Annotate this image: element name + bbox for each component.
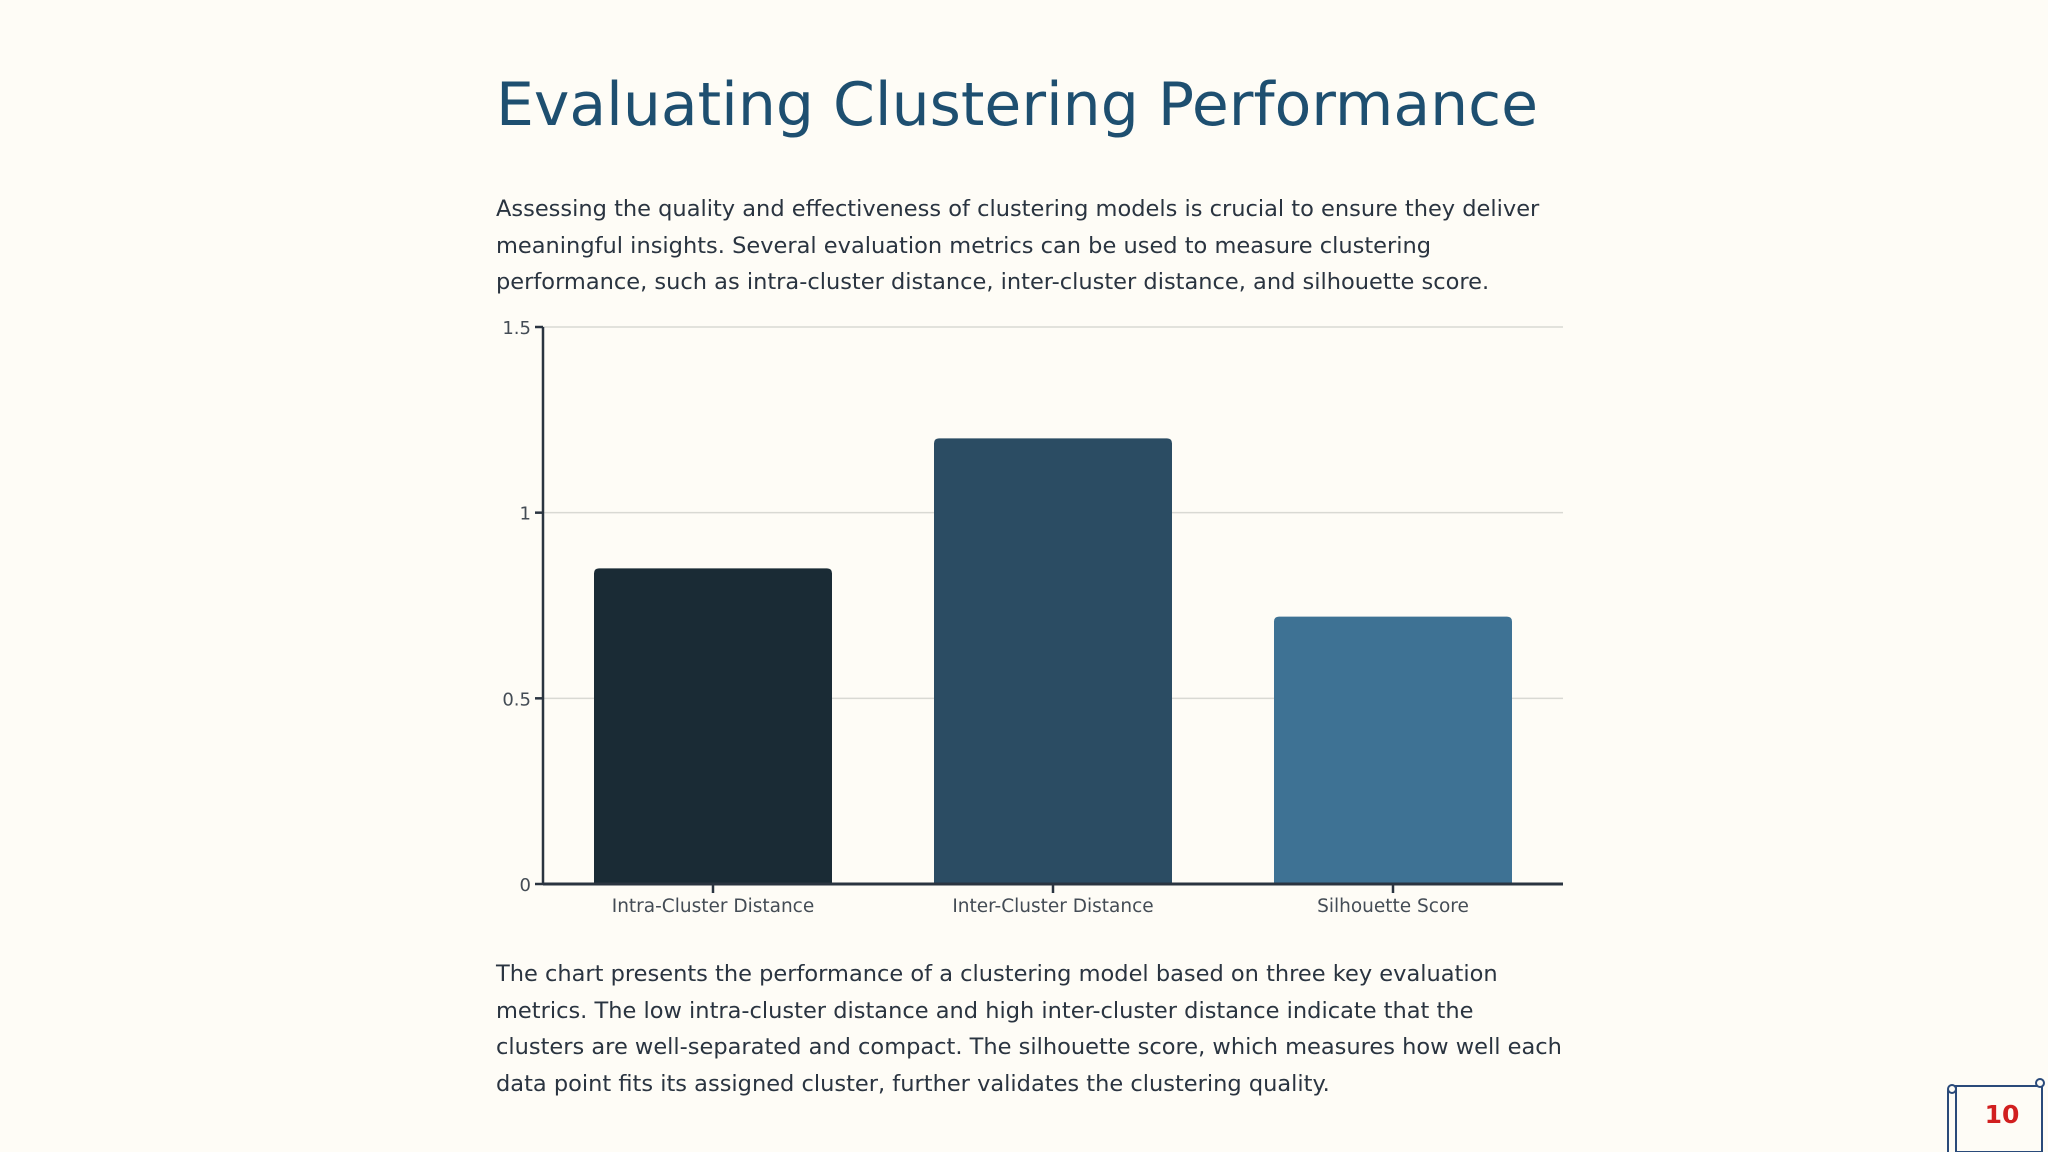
bar [594, 568, 832, 884]
bar-chart: 0 0.5 1 1.5 Intra-Cluster Distance Inter-Clu… [502, 318, 1563, 917]
page-number: 10 [1984, 1100, 2020, 1129]
summary-paragraph: The chart presents the performance of a … [496, 961, 1562, 1097]
y-tick-labels: 0 0.5 1 1.5 [502, 318, 543, 896]
x-tick-label: Inter-Cluster Distance [952, 896, 1153, 917]
bars [594, 438, 1512, 884]
y-tick-label: 1 [520, 504, 531, 525]
scroll-icon [1947, 1078, 2045, 1152]
y-tick-label: 0 [520, 875, 531, 896]
page-title: Evaluating Clustering Performance [496, 70, 1539, 140]
bar [934, 438, 1172, 884]
x-tick-label: Intra-Cluster Distance [612, 896, 815, 917]
x-tick-label: Silhouette Score [1317, 896, 1469, 917]
bar [1274, 616, 1512, 884]
y-tick-label: 0.5 [502, 689, 531, 710]
intro-paragraph: Assessing the quality and effectiveness … [496, 196, 1540, 295]
x-tick-labels: Intra-Cluster Distance Inter-Cluster Dist… [612, 884, 1469, 917]
y-tick-label: 1.5 [502, 318, 531, 339]
